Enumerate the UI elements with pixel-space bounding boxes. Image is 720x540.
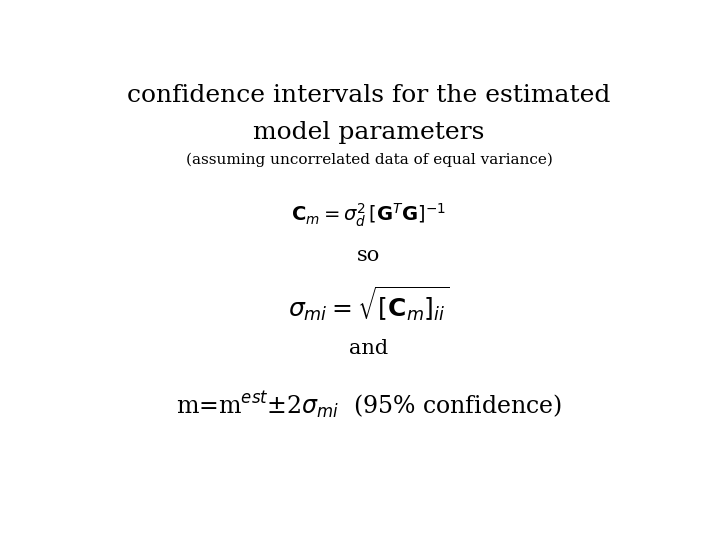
Text: $\sigma_{mi} = \sqrt{[\mathbf{C}_{m}]_{ii}}$: $\sigma_{mi} = \sqrt{[\mathbf{C}_{m}]_{i… xyxy=(288,285,450,324)
Text: model parameters: model parameters xyxy=(253,121,485,144)
Text: and: and xyxy=(349,339,389,358)
Text: confidence intervals for the estimated: confidence intervals for the estimated xyxy=(127,84,611,106)
Text: (assuming uncorrelated data of equal variance): (assuming uncorrelated data of equal var… xyxy=(186,152,552,166)
Text: $\mathbf{C}_{m} = \sigma_{d}^{2}\, [\mathbf{G}^{T}\mathbf{G}]^{-1}$: $\mathbf{C}_{m} = \sigma_{d}^{2}\, [\mat… xyxy=(292,202,446,230)
Text: so: so xyxy=(357,246,381,265)
Text: m=m$^{est}$$\pm$2$\sigma_{mi}$  (95% confidence): m=m$^{est}$$\pm$2$\sigma_{mi}$ (95% conf… xyxy=(176,389,562,420)
